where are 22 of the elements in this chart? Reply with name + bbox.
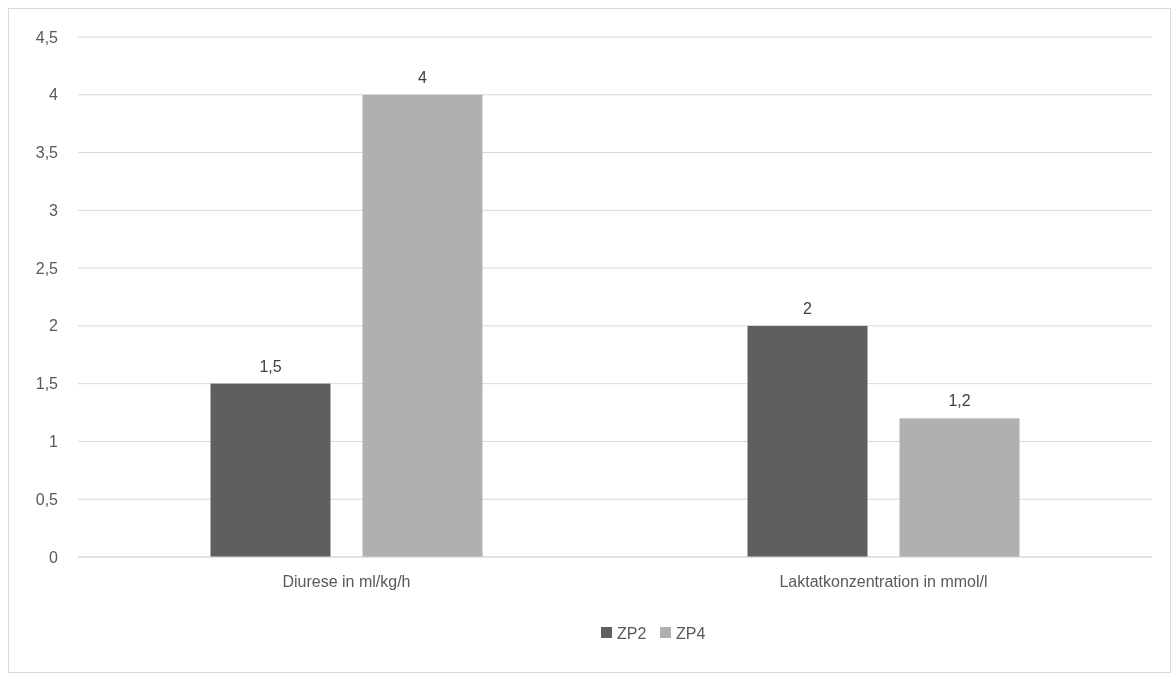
y-tick-label: 0,5	[35, 490, 59, 508]
bar	[899, 418, 1020, 557]
y-tick-label: 3,5	[35, 144, 59, 162]
bar	[210, 383, 331, 557]
y-tick-label: 0	[49, 548, 59, 566]
bar	[747, 325, 868, 557]
data-label: 1,5	[259, 357, 282, 375]
data-label: 2	[803, 299, 813, 317]
y-tick-label: 2	[49, 317, 59, 335]
legend-label: ZP2	[617, 624, 647, 642]
x-tick-label: Diurese in ml/kg/h	[282, 573, 411, 590]
y-tick-label: 1	[49, 433, 59, 451]
y-tick-label: 1,5	[35, 375, 59, 393]
y-tick-label: 2,5	[35, 259, 59, 277]
y-tick-label: 3	[49, 201, 59, 219]
data-label: 4	[418, 68, 428, 86]
legend-label: ZP4	[676, 624, 706, 642]
data-label: 1,2	[948, 392, 971, 410]
bar	[362, 94, 483, 557]
x-tick-label: Laktatkonzentration in mmol/l	[779, 573, 988, 590]
y-tick-label: 4,5	[35, 28, 59, 46]
y-tick-label: 4	[49, 86, 59, 104]
